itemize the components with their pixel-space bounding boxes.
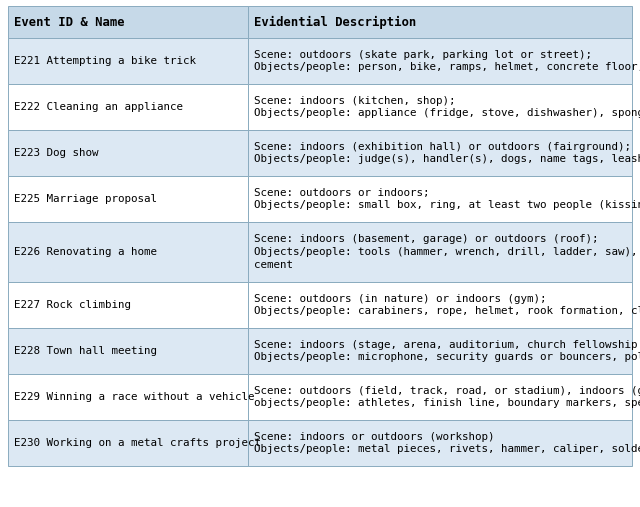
Text: Event ID & Name: Event ID & Name bbox=[14, 16, 125, 28]
Bar bbox=[8, 176, 248, 222]
Text: E227 Rock climbing: E227 Rock climbing bbox=[14, 300, 131, 310]
Bar bbox=[248, 374, 632, 420]
Bar bbox=[8, 328, 248, 374]
Text: Scene: outdoors (field, track, road, or stadium), indoors (gym, pool);
objects/p: Scene: outdoors (field, track, road, or … bbox=[254, 386, 640, 409]
Bar bbox=[8, 222, 248, 282]
Text: Evidential Description: Evidential Description bbox=[254, 15, 417, 28]
Bar bbox=[8, 374, 248, 420]
Bar bbox=[248, 176, 632, 222]
Bar bbox=[248, 84, 632, 130]
Text: E226 Renovating a home: E226 Renovating a home bbox=[14, 247, 157, 257]
Text: E225 Marriage proposal: E225 Marriage proposal bbox=[14, 194, 157, 204]
Text: Scene: indoors (basement, garage) or outdoors (roof);
Objects/people: tools (ham: Scene: indoors (basement, garage) or out… bbox=[254, 234, 640, 270]
Bar bbox=[8, 84, 248, 130]
Text: Scene: outdoors (skate park, parking lot or street);
Objects/people: person, bik: Scene: outdoors (skate park, parking lot… bbox=[254, 50, 640, 73]
Bar bbox=[8, 420, 248, 466]
Bar bbox=[248, 130, 632, 176]
Bar bbox=[248, 222, 632, 282]
Text: E228 Town hall meeting: E228 Town hall meeting bbox=[14, 346, 157, 356]
Bar bbox=[8, 6, 248, 38]
Bar bbox=[248, 282, 632, 328]
Text: Scene: outdoors (in nature) or indoors (gym);
Objects/people: carabiners, rope, : Scene: outdoors (in nature) or indoors (… bbox=[254, 294, 640, 316]
Bar bbox=[248, 420, 632, 466]
Bar bbox=[8, 130, 248, 176]
Text: E221 Attempting a bike trick: E221 Attempting a bike trick bbox=[14, 56, 196, 66]
Text: E222 Cleaning an appliance: E222 Cleaning an appliance bbox=[14, 102, 183, 112]
Text: Scene: outdoors or indoors;
Objects/people: small box, ring, at least two people: Scene: outdoors or indoors; Objects/peop… bbox=[254, 188, 640, 210]
Bar bbox=[248, 6, 632, 38]
Text: E223 Dog show: E223 Dog show bbox=[14, 148, 99, 158]
Text: E229 Winning a race without a vehicle: E229 Winning a race without a vehicle bbox=[14, 392, 255, 402]
Bar bbox=[8, 282, 248, 328]
Bar bbox=[248, 328, 632, 374]
Text: Scene: indoors or outdoors (workshop)
Objects/people: metal pieces, rivets, hamm: Scene: indoors or outdoors (workshop) Ob… bbox=[254, 431, 640, 454]
Text: Scene: indoors (kitchen, shop);
Objects/people: appliance (fridge, stove, dishwa: Scene: indoors (kitchen, shop); Objects/… bbox=[254, 96, 640, 119]
Bar bbox=[8, 38, 248, 84]
Text: Scene: indoors (exhibition hall) or outdoors (fairground);
Objects/people: judge: Scene: indoors (exhibition hall) or outd… bbox=[254, 141, 640, 164]
Text: E230 Working on a metal crafts project: E230 Working on a metal crafts project bbox=[14, 438, 261, 448]
Text: Scene: indoors (stage, arena, auditorium, church fellowship hall);
Objects/peopl: Scene: indoors (stage, arena, auditorium… bbox=[254, 340, 640, 363]
Bar bbox=[248, 38, 632, 84]
